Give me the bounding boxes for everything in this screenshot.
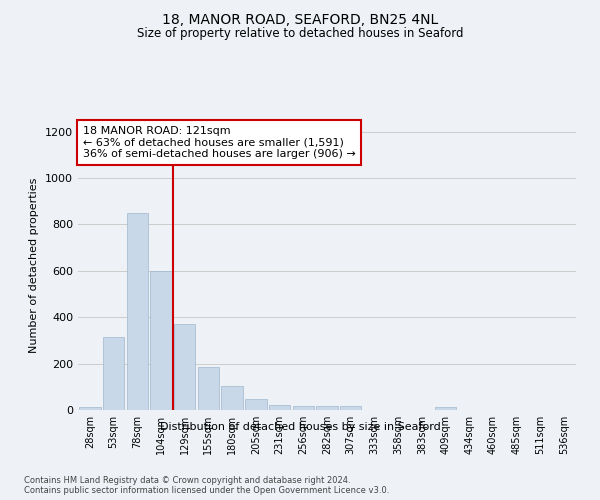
Bar [174,324,196,410]
Bar [269,405,290,410]
Bar [316,406,338,410]
Bar [221,386,243,410]
Bar [127,213,148,410]
Bar [79,406,101,410]
Bar [198,367,219,410]
Bar [340,406,361,410]
Y-axis label: Number of detached properties: Number of detached properties [29,178,40,352]
Text: Contains HM Land Registry data © Crown copyright and database right 2024.
Contai: Contains HM Land Registry data © Crown c… [24,476,389,495]
Bar [245,399,266,410]
Text: 18 MANOR ROAD: 121sqm
← 63% of detached houses are smaller (1,591)
36% of semi-d: 18 MANOR ROAD: 121sqm ← 63% of detached … [83,126,356,159]
Bar [103,337,124,410]
Bar [293,406,314,410]
Text: Size of property relative to detached houses in Seaford: Size of property relative to detached ho… [137,28,463,40]
Text: 18, MANOR ROAD, SEAFORD, BN25 4NL: 18, MANOR ROAD, SEAFORD, BN25 4NL [162,12,438,26]
Text: Distribution of detached houses by size in Seaford: Distribution of detached houses by size … [160,422,440,432]
Bar [151,271,172,410]
Bar [435,407,456,410]
